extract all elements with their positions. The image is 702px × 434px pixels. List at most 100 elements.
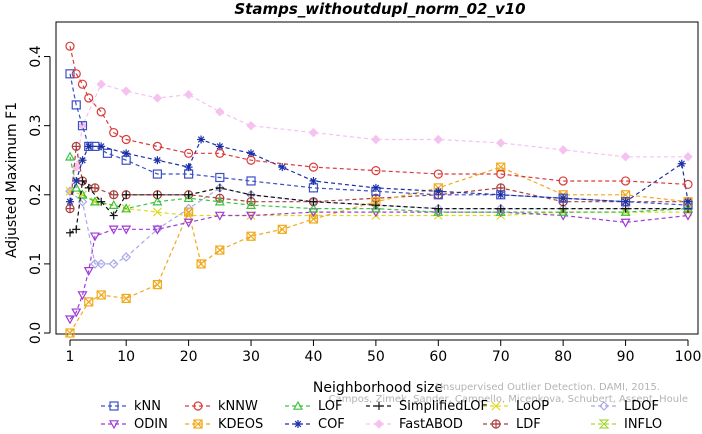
x-tick-label: 50: [367, 349, 385, 365]
data-point: [153, 156, 162, 165]
data-point: [96, 259, 107, 269]
data-point: [109, 127, 119, 138]
data-point: [246, 231, 256, 241]
y-tick-label: 0.0: [28, 322, 44, 344]
legend-item-cof: COF: [285, 417, 345, 432]
data-point: [496, 204, 505, 213]
data-point: [491, 401, 501, 411]
data-point: [97, 197, 106, 206]
y-tick-label: 0.3: [28, 115, 44, 137]
legend-label: LOF: [318, 399, 343, 414]
data-point: [375, 402, 383, 410]
data-point: [84, 183, 93, 192]
data-point: [65, 69, 75, 79]
data-point: [109, 401, 119, 411]
citation-watermark-line2: Campos, Zimek, Sander, Campello, Micenko…: [329, 394, 688, 405]
data-point: [215, 183, 224, 192]
x-tick-label: 90: [617, 349, 635, 365]
data-point: [277, 224, 287, 234]
legend-label: ODIN: [134, 417, 168, 432]
data-point: [370, 203, 381, 213]
legend-label: SimplifiedLOF: [399, 399, 488, 414]
legend-item-lof: LOF: [285, 399, 343, 414]
data-point: [64, 315, 76, 325]
data-point: [620, 176, 631, 186]
series-lof: [64, 151, 694, 216]
data-point: [193, 401, 203, 411]
y-tick-label: 0.4: [28, 45, 44, 67]
data-point: [121, 225, 132, 235]
data-point: [71, 69, 81, 79]
data-point: [89, 196, 100, 206]
data-point: [214, 196, 225, 206]
x-tick-label: 80: [554, 349, 572, 365]
x-tick-label: 1: [66, 349, 75, 365]
data-point: [77, 79, 88, 89]
x-tick-label: 60: [429, 349, 447, 365]
data-point: [197, 135, 206, 144]
data-point: [309, 176, 318, 185]
data-point: [599, 401, 609, 411]
data-point: [371, 134, 381, 145]
legend-label: LoOP: [516, 399, 549, 414]
series-line: [69, 156, 689, 213]
data-point: [72, 225, 81, 234]
data-point: [71, 308, 82, 318]
citation-watermark-line1: Unsupervised Outlier Detection. DAMI, 20…: [436, 382, 660, 393]
legend-label: KDEOS: [218, 417, 263, 432]
data-point: [77, 121, 88, 131]
legend-label: LDOF: [624, 399, 659, 414]
data-point: [90, 259, 100, 269]
data-point: [84, 142, 93, 151]
data-point: [621, 197, 630, 206]
data-point: [102, 148, 113, 158]
x-tick-label: 40: [305, 349, 323, 365]
series-line: [69, 83, 688, 192]
data-point: [684, 197, 692, 206]
legend-item-fastabod: FastABOD: [366, 417, 463, 432]
data-point: [292, 400, 304, 410]
data-point: [121, 252, 132, 262]
data-point: [65, 328, 75, 338]
data-point: [371, 183, 380, 192]
data-point: [108, 225, 119, 235]
data-point: [71, 100, 81, 110]
y-tick-label: 0.2: [28, 184, 44, 206]
data-point: [153, 190, 162, 199]
legend-item-loop: LoOP: [483, 399, 549, 414]
data-point: [65, 41, 75, 51]
data-point: [677, 159, 686, 168]
data-point: [433, 169, 443, 179]
data-point: [152, 225, 163, 235]
chart-title: Stamps_withoutdupl_norm_02_v10: [234, 0, 525, 18]
data-point: [121, 134, 131, 145]
series-layer: [64, 41, 694, 338]
data-point: [84, 297, 94, 307]
data-point: [72, 176, 81, 185]
data-point: [215, 172, 225, 183]
data-point: [433, 206, 444, 216]
data-point: [215, 148, 225, 158]
data-point: [122, 190, 131, 199]
data-point: [558, 145, 568, 155]
legend-item-knnw: kNNW: [185, 399, 258, 414]
data-point: [183, 192, 194, 203]
data-point: [183, 218, 194, 228]
legend-item-ldof: LDOF: [591, 399, 659, 414]
data-point: [559, 204, 568, 213]
plot-frame: [55, 21, 699, 335]
series-kdeos: [65, 162, 693, 338]
data-point: [371, 201, 380, 210]
data-point: [491, 419, 501, 429]
data-point: [152, 141, 162, 151]
series-cof: [66, 135, 692, 206]
legend-label: COF: [318, 417, 345, 432]
data-point: [496, 162, 506, 172]
data-point: [559, 194, 568, 203]
x-axis: 1 10 20 30 40 50 60 70 80 90 100: [66, 339, 701, 365]
data-point: [193, 419, 203, 429]
series-line: [69, 138, 689, 203]
data-point: [152, 207, 162, 217]
data-point: [77, 291, 88, 301]
data-point: [109, 211, 118, 220]
